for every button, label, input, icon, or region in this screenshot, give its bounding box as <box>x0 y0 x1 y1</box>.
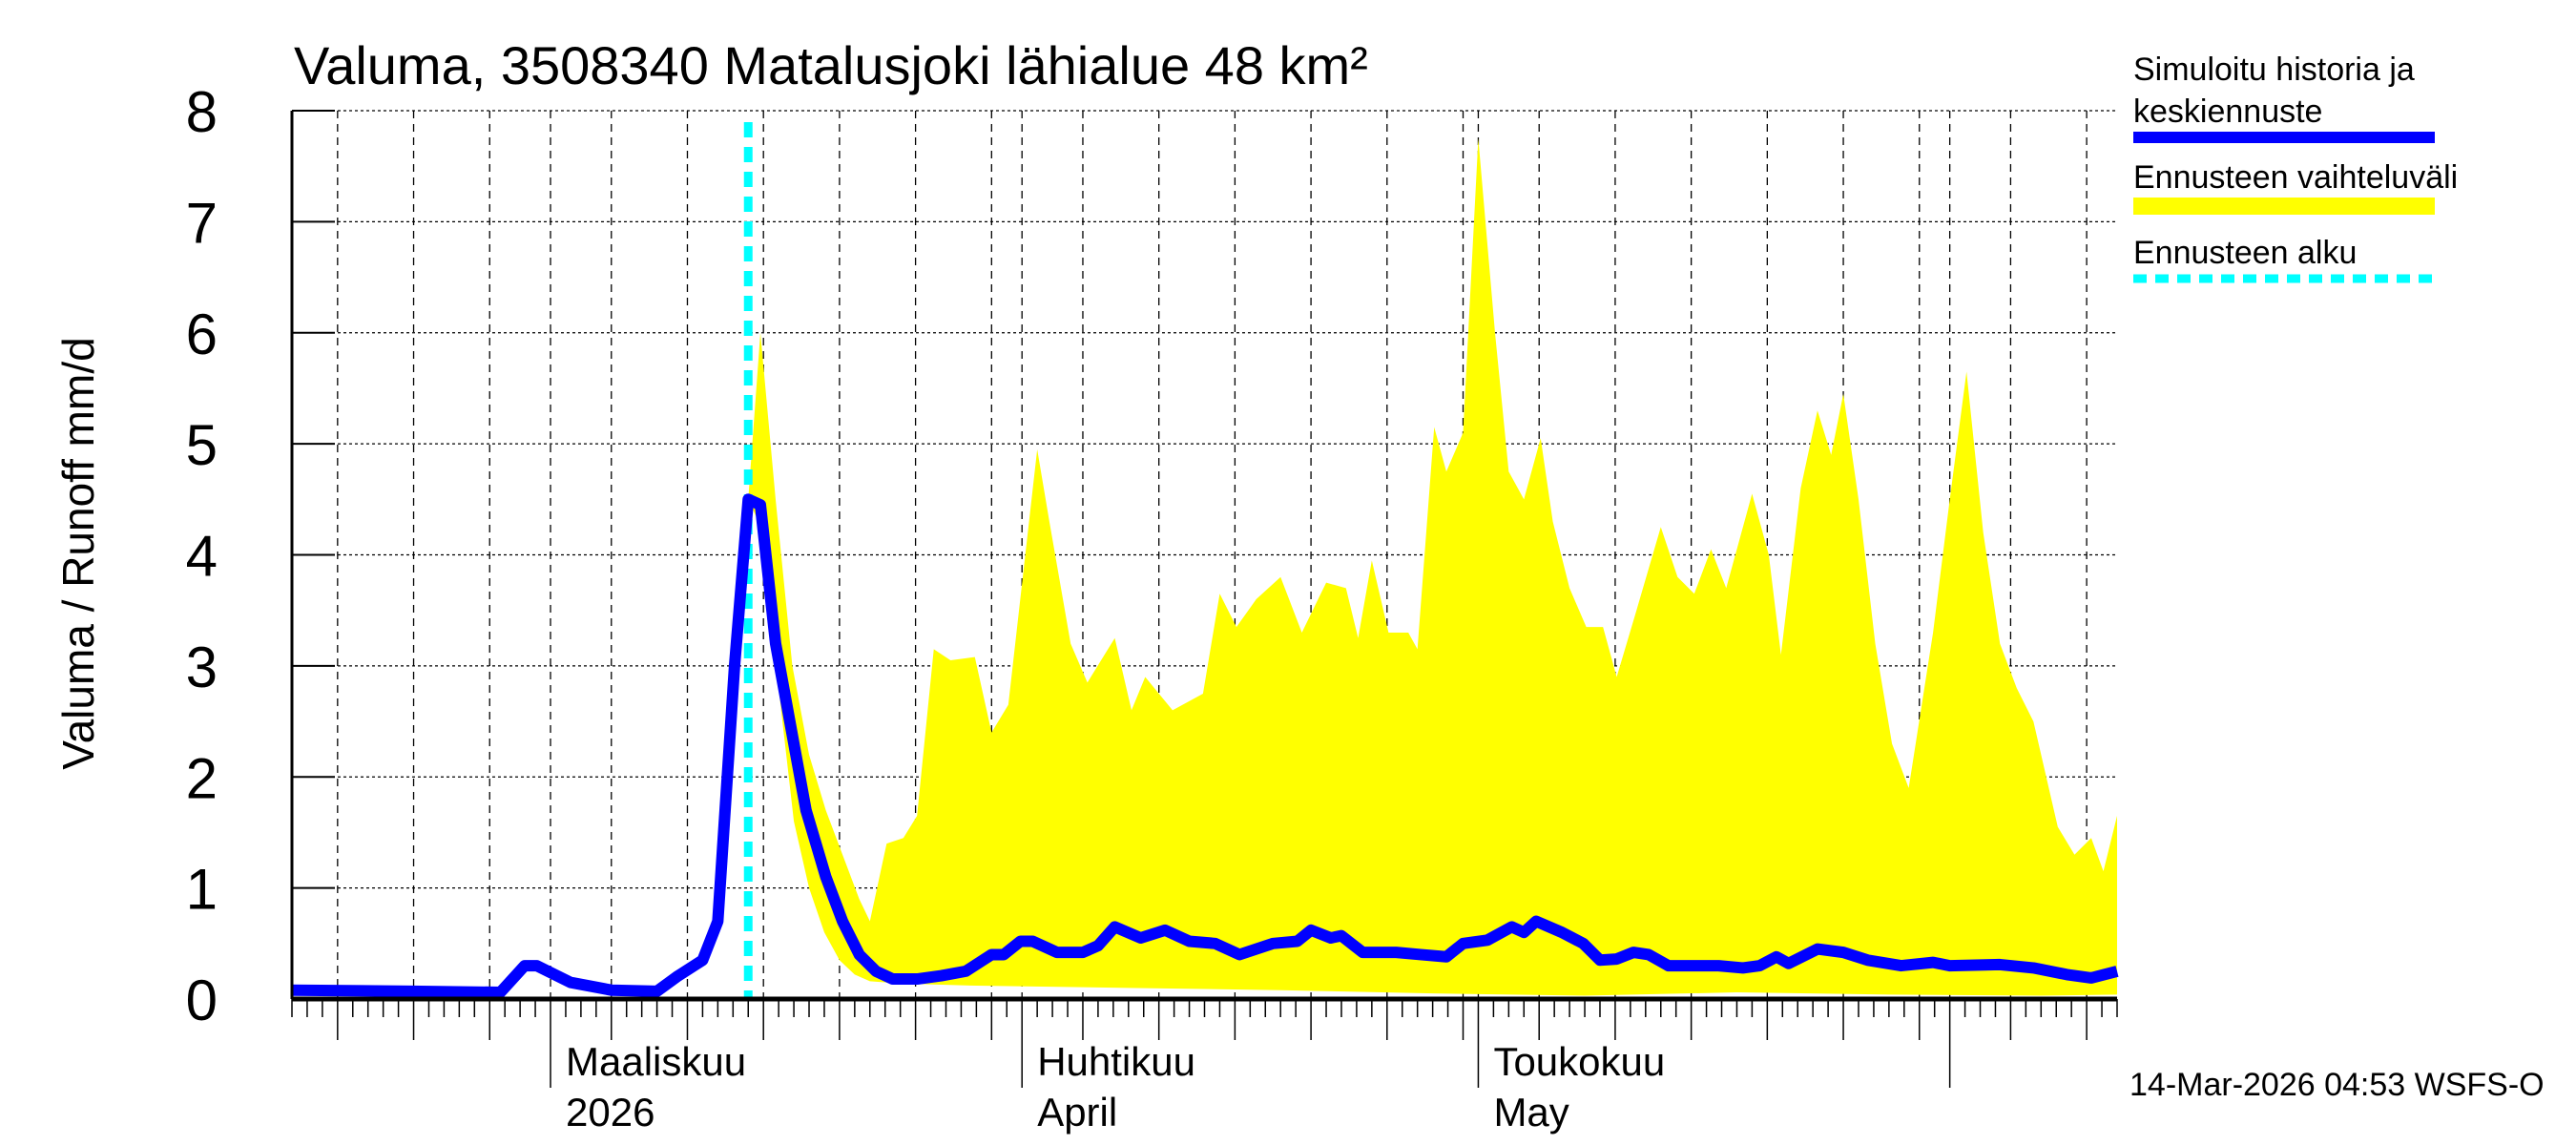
y-tick-label: 4 <box>186 525 218 589</box>
month-label: Huhtikuu <box>1037 1039 1195 1084</box>
month-sublabel: April <box>1037 1090 1117 1135</box>
y-tick-label: 1 <box>186 858 218 922</box>
legend-swatch-range <box>2133 198 2435 215</box>
axes: 0 1 2 3 4 5 6 7 8 Maaliskuu 2026 Huhtikuu April Touko… <box>186 80 2118 1135</box>
month-label: Maaliskuu <box>566 1039 746 1084</box>
y-axis-label: Valuma / Runoff mm/d <box>53 337 103 769</box>
y-tick-label: 0 <box>186 968 218 1032</box>
forecast-range-band <box>748 138 2117 996</box>
legend-label-simulated-2: keskiennuste <box>2133 94 2322 130</box>
legend-label-simulated-1: Simuloitu historia ja <box>2133 52 2415 88</box>
y-tick-label: 3 <box>186 635 218 699</box>
forecast-range-area <box>748 138 2117 996</box>
timestamp: 14-Mar-2026 04:53 WSFS-O <box>2129 1067 2545 1103</box>
y-tick-label: 6 <box>186 302 218 366</box>
y-tick-label: 2 <box>186 746 218 810</box>
simulated-runoff-line <box>291 493 2119 999</box>
y-tick-label: 8 <box>186 80 218 144</box>
legend-label-forecast-start: Ennusteen alku <box>2133 235 2357 271</box>
y-tick-label: 5 <box>186 413 218 477</box>
chart-title: Valuma, 3508340 Matalusjoki lähialue 48 … <box>294 35 1368 95</box>
legend: Simuloitu historia ja keskiennuste Ennus… <box>2133 52 2458 283</box>
month-label: Toukokuu <box>1493 1039 1665 1084</box>
y-tick-label: 7 <box>186 191 218 255</box>
series-lines <box>291 122 2119 999</box>
month-sublabel: May <box>1493 1090 1568 1135</box>
month-sublabel: 2026 <box>566 1090 654 1135</box>
legend-label-range: Ennusteen vaihteluväli <box>2133 159 2458 196</box>
